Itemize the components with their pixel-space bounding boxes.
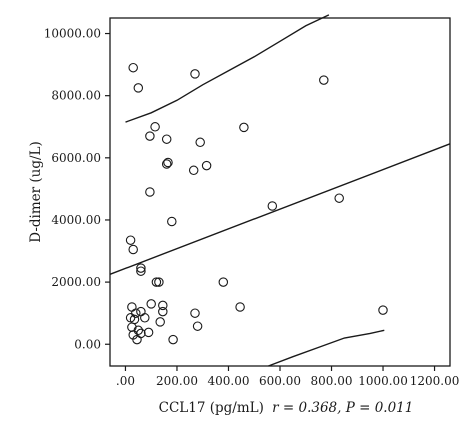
- x-tick-label: 800.00: [311, 374, 353, 388]
- data-point: [150, 122, 160, 132]
- y-tick-label: 8000.00: [51, 89, 101, 103]
- x-axis-ticks: .00 200.00 400.00 600.00 800.00 1000.00 1200.0…: [116, 366, 459, 388]
- data-point: [239, 122, 249, 133]
- data-point: [132, 334, 142, 345]
- data-point: [188, 165, 199, 176]
- data-point: [143, 327, 154, 338]
- data-point: [128, 244, 138, 255]
- ci-lower-curve: [268, 329, 385, 367]
- x-tick-label: 1000.00: [358, 374, 408, 388]
- data-point: [136, 306, 146, 317]
- x-tick-label: .00: [116, 374, 135, 388]
- data-points: [125, 62, 388, 345]
- y-tick-label: 2000.00: [51, 275, 101, 289]
- data-point: [218, 277, 229, 287]
- ci-upper-curve: [125, 14, 330, 123]
- data-point: [192, 321, 203, 331]
- data-point: [125, 235, 136, 245]
- y-axis-title: D-dimer (ug/L): [28, 141, 44, 243]
- x-tick-label: 1200.00: [410, 374, 460, 388]
- data-point: [158, 306, 168, 317]
- data-point: [146, 299, 156, 309]
- x-axis-caption: CCL17 (pg/mL) r = 0.368, P = 0.011: [159, 400, 414, 416]
- data-point: [145, 187, 155, 197]
- x-tick-label: 200.00: [156, 374, 198, 388]
- data-point: [235, 302, 245, 312]
- stats-label: r = 0.368, P = 0.011: [272, 400, 413, 416]
- data-point: [201, 160, 212, 171]
- data-point: [133, 83, 144, 93]
- regression-line: [109, 143, 451, 275]
- data-point: [334, 193, 344, 203]
- y-tick-label: 6000.00: [51, 151, 101, 165]
- y-axis-ticks: 0.00 2000.00 4000.00 6000.00 8000.00 10000.00: [44, 27, 110, 351]
- data-point: [155, 317, 165, 327]
- data-point: [161, 159, 172, 169]
- data-point: [319, 75, 329, 85]
- data-point: [127, 322, 137, 332]
- data-point: [136, 266, 146, 276]
- data-point: [378, 305, 388, 315]
- y-tick-label: 4000.00: [51, 213, 101, 227]
- data-point: [168, 334, 178, 345]
- data-point: [136, 263, 146, 273]
- data-point: [128, 62, 138, 73]
- x-tick-label: 600.00: [259, 374, 301, 388]
- confidence-bands: [125, 14, 385, 367]
- data-point: [190, 308, 200, 318]
- data-point: [145, 131, 155, 141]
- x-tick-label: 400.00: [207, 374, 249, 388]
- data-point: [161, 134, 172, 144]
- data-point: [140, 313, 150, 323]
- y-tick-label: 10000.00: [44, 27, 101, 41]
- data-point: [163, 157, 173, 168]
- y-tick-label: 0.00: [74, 337, 101, 351]
- plot-frame: [109, 17, 451, 367]
- data-point: [158, 300, 168, 311]
- data-point: [190, 69, 200, 79]
- data-point: [195, 137, 205, 148]
- data-point: [167, 216, 177, 227]
- data-point: [131, 308, 141, 318]
- data-point: [127, 302, 137, 312]
- data-point: [154, 277, 164, 287]
- x-axis-title: CCL17 (pg/mL): [159, 400, 264, 416]
- regression-line-layer: [109, 143, 451, 275]
- data-point: [267, 201, 278, 211]
- data-point: [151, 277, 162, 287]
